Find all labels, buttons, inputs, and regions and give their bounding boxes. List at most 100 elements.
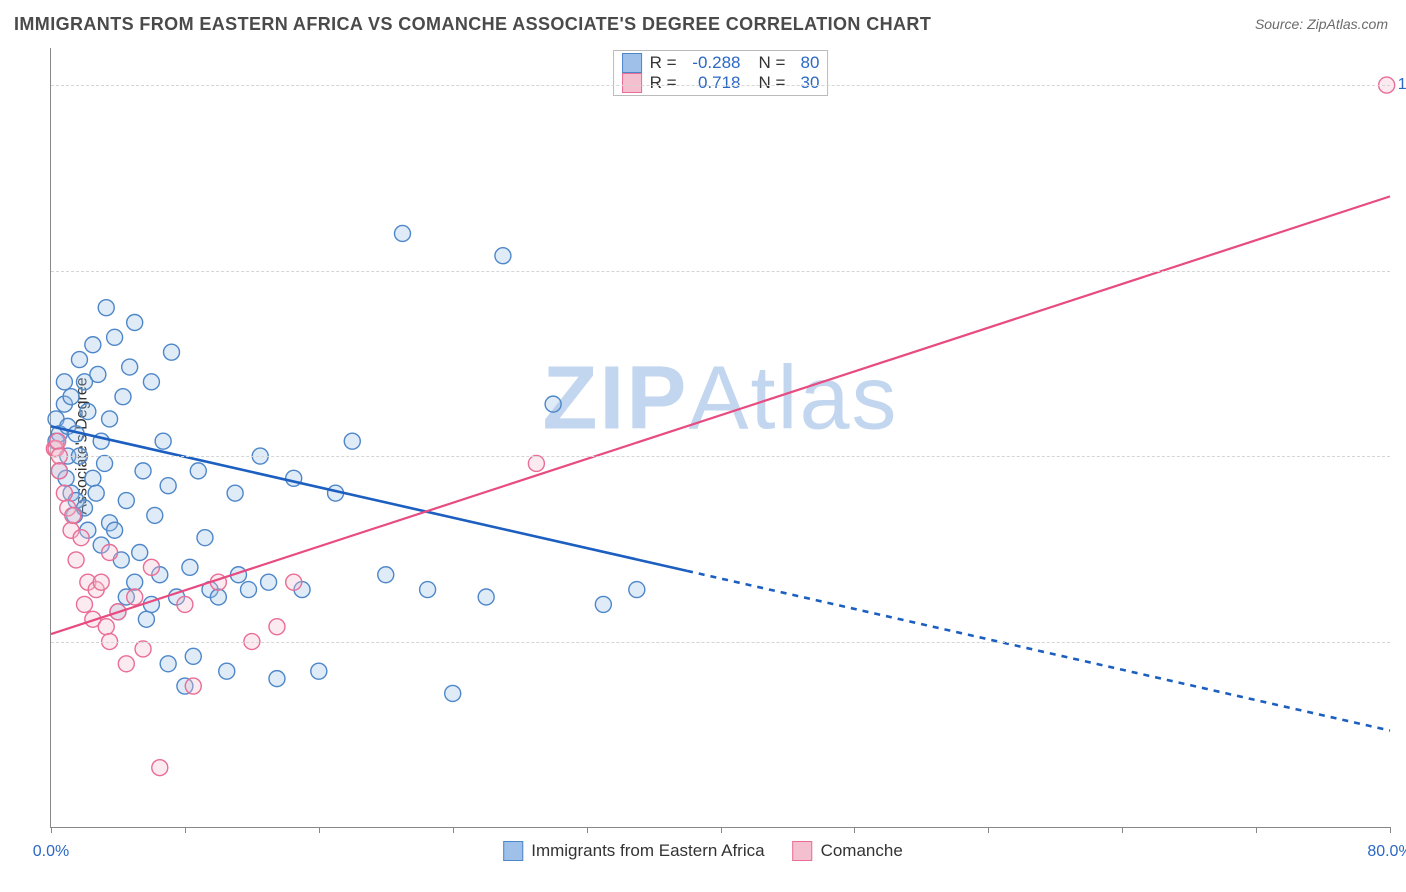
legend-n-label: N = [759,73,786,93]
data-point [65,507,81,523]
source-attribution: Source: ZipAtlas.com [1255,16,1388,32]
data-point [102,411,118,427]
y-tick-label: 50.0% [1394,447,1406,465]
correlation-legend: R =-0.288 N =80 R =0.718 N =30 [613,50,829,96]
data-point [85,337,101,353]
data-point [118,493,134,509]
legend-swatch [622,73,642,93]
data-point [98,619,114,635]
data-point [132,544,148,560]
data-point [311,663,327,679]
data-point [190,463,206,479]
legend-series-label: Comanche [821,841,903,861]
x-tick [1256,827,1257,833]
data-point [56,374,72,390]
data-point [219,663,235,679]
page-title: IMMIGRANTS FROM EASTERN AFRICA VS COMANC… [14,14,931,35]
data-point [269,671,285,687]
data-point [495,248,511,264]
legend-bottom-item: Comanche [793,841,903,861]
trend-line [51,196,1390,634]
data-point [160,656,176,672]
x-tick [587,827,588,833]
data-point [138,611,154,627]
data-point [107,329,123,345]
data-point [160,478,176,494]
data-point [227,485,243,501]
data-point [147,507,163,523]
data-point [50,433,66,449]
y-tick-label: 25.0% [1394,633,1406,651]
data-point [127,315,143,331]
data-point [241,582,257,598]
data-point [98,300,114,316]
gridline-h [51,85,1390,86]
data-point [115,389,131,405]
data-point [127,574,143,590]
legend-top-row: R =-0.288 N =80 [622,53,820,73]
legend-n-value: 30 [789,73,819,93]
data-point [445,685,461,701]
legend-n-label: N = [759,53,786,73]
data-point [63,389,79,405]
data-point [102,544,118,560]
y-tick-label: 100.0% [1394,76,1406,94]
data-point [155,433,171,449]
gridline-h [51,456,1390,457]
source-name: ZipAtlas.com [1307,16,1388,32]
legend-r-label: R = [650,73,677,93]
data-point [420,582,436,598]
data-point [97,455,113,471]
data-point [478,589,494,605]
plot-svg-layer [51,48,1390,827]
source-label: Source: [1255,16,1307,32]
data-point [152,760,168,776]
data-point [127,589,143,605]
data-point [629,582,645,598]
x-tick [185,827,186,833]
data-point [68,552,84,568]
legend-top-row: R =0.718 N =30 [622,73,820,93]
data-point [71,352,87,368]
series-legend: Immigrants from Eastern Africa Comanche [503,841,903,861]
data-point [80,404,96,420]
data-point [182,559,198,575]
data-point [197,530,213,546]
data-point [85,470,101,486]
x-tick-label: 0.0% [33,843,69,861]
data-point [118,656,134,672]
data-point [528,455,544,471]
data-point [93,574,109,590]
legend-series-label: Immigrants from Eastern Africa [531,841,764,861]
chart-header: IMMIGRANTS FROM EASTERN AFRICA VS COMANC… [0,0,1406,40]
x-tick [51,827,52,833]
legend-swatch [793,841,813,861]
data-point [107,522,123,538]
data-point [185,678,201,694]
data-point [135,463,151,479]
data-point [135,641,151,657]
data-point [122,359,138,375]
data-point [90,366,106,382]
legend-n-value: 80 [789,53,819,73]
legend-r-value: 0.718 [681,73,741,93]
x-tick [453,827,454,833]
data-point [164,344,180,360]
data-point [177,596,193,612]
data-point [210,589,226,605]
data-point [286,574,302,590]
data-point [545,396,561,412]
data-point [344,433,360,449]
data-point [261,574,277,590]
x-tick [1390,827,1391,833]
legend-r-label: R = [650,53,677,73]
data-point [185,648,201,664]
legend-swatch [622,53,642,73]
trend-line-extrapolated [687,571,1390,731]
scatter-plot: ZIPAtlas R =-0.288N =80R =0.718N =30 25.… [50,48,1390,828]
gridline-h [51,271,1390,272]
data-point [269,619,285,635]
data-point [378,567,394,583]
legend-r-value: -0.288 [681,53,741,73]
x-tick-label: 80.0% [1367,843,1406,861]
